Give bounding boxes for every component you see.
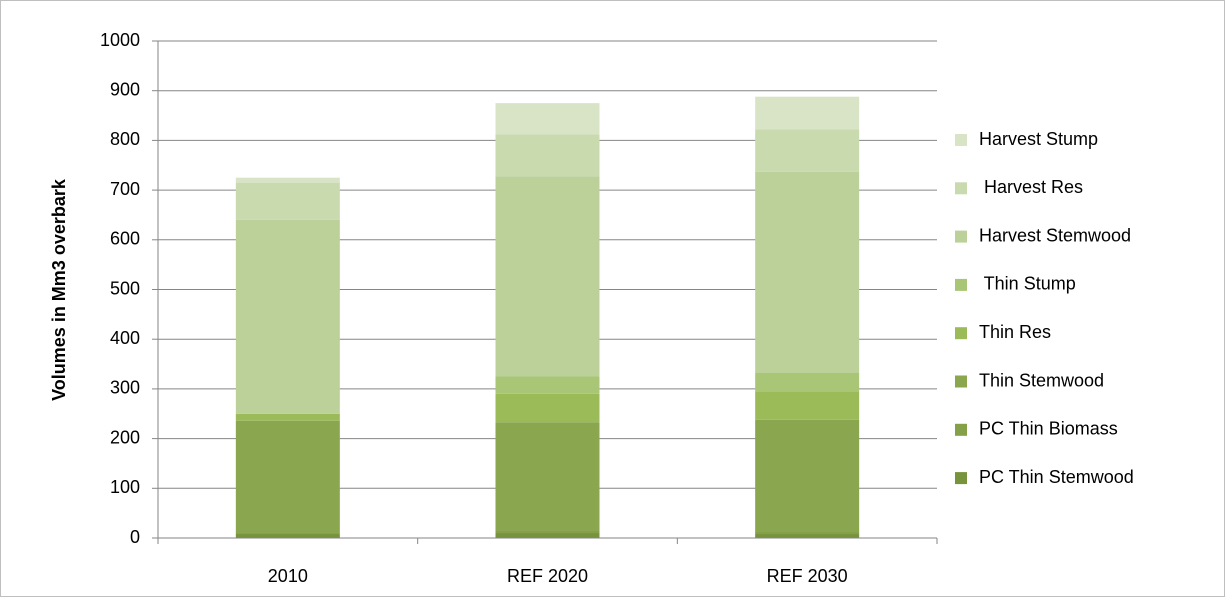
bar-segment [235,420,340,534]
y-tick-label: 0 [130,527,140,547]
bar-segment [235,177,340,183]
bar-segment [495,103,600,135]
bar-segment [235,533,340,535]
y-tick-label: 800 [110,129,140,149]
bar-segment [495,533,600,538]
y-tick-label: 300 [110,378,140,398]
x-tick-label: REF 2020 [507,566,588,586]
legend-swatch [955,182,967,195]
legend-swatch [955,375,967,388]
y-tick-label: 200 [110,427,140,447]
bar-segment [235,182,340,220]
y-tick-label: 600 [110,229,140,249]
bar-segment [235,219,340,414]
legend-swatch [955,134,967,146]
legend-label: Harvest Stemwood [979,225,1131,245]
legend-label: Thin Stemwood [979,370,1104,390]
legend-label: PC Thin Stemwood [979,467,1134,487]
legend-swatch [955,230,967,243]
y-tick-label: 700 [110,179,140,199]
y-axis-label: Volumes in Mm3 overbark [49,178,69,401]
y-tick-label: 900 [110,79,140,99]
bar-segment [755,129,860,172]
y-tick-label: 100 [110,477,140,497]
legend-swatch [955,327,967,340]
bar-segment [495,376,600,394]
legend-label: Thin Stump [979,274,1076,294]
x-tick-label: 2010 [268,566,308,586]
bar-segment [755,534,860,538]
bar-segment [235,413,340,421]
bar-segment [755,96,860,130]
x-tick-label: REF 2030 [767,566,848,586]
legend-swatch [955,472,967,485]
legend-swatch [955,278,967,291]
bar-segment [755,419,860,532]
legend-label: PC Thin Biomass [979,419,1118,439]
bar-segment [495,134,600,177]
bar-segment [755,391,860,420]
bar-segment [495,530,600,534]
bar-segment [235,534,340,538]
legend-label: Harvest Res [979,177,1083,197]
bar-segment [755,372,860,392]
legend-label: Thin Res [979,322,1051,342]
y-tick-label: 1000 [100,30,140,50]
bar-segment [495,393,600,423]
bar-segment [755,171,860,373]
legend-label: Harvest Stump [979,129,1098,149]
y-tick-label: 400 [110,328,140,348]
legend-swatch [955,423,967,436]
y-tick-label: 500 [110,278,140,298]
bar-segment [495,176,600,377]
bar-segment [755,531,860,535]
bar-segment [495,422,600,531]
